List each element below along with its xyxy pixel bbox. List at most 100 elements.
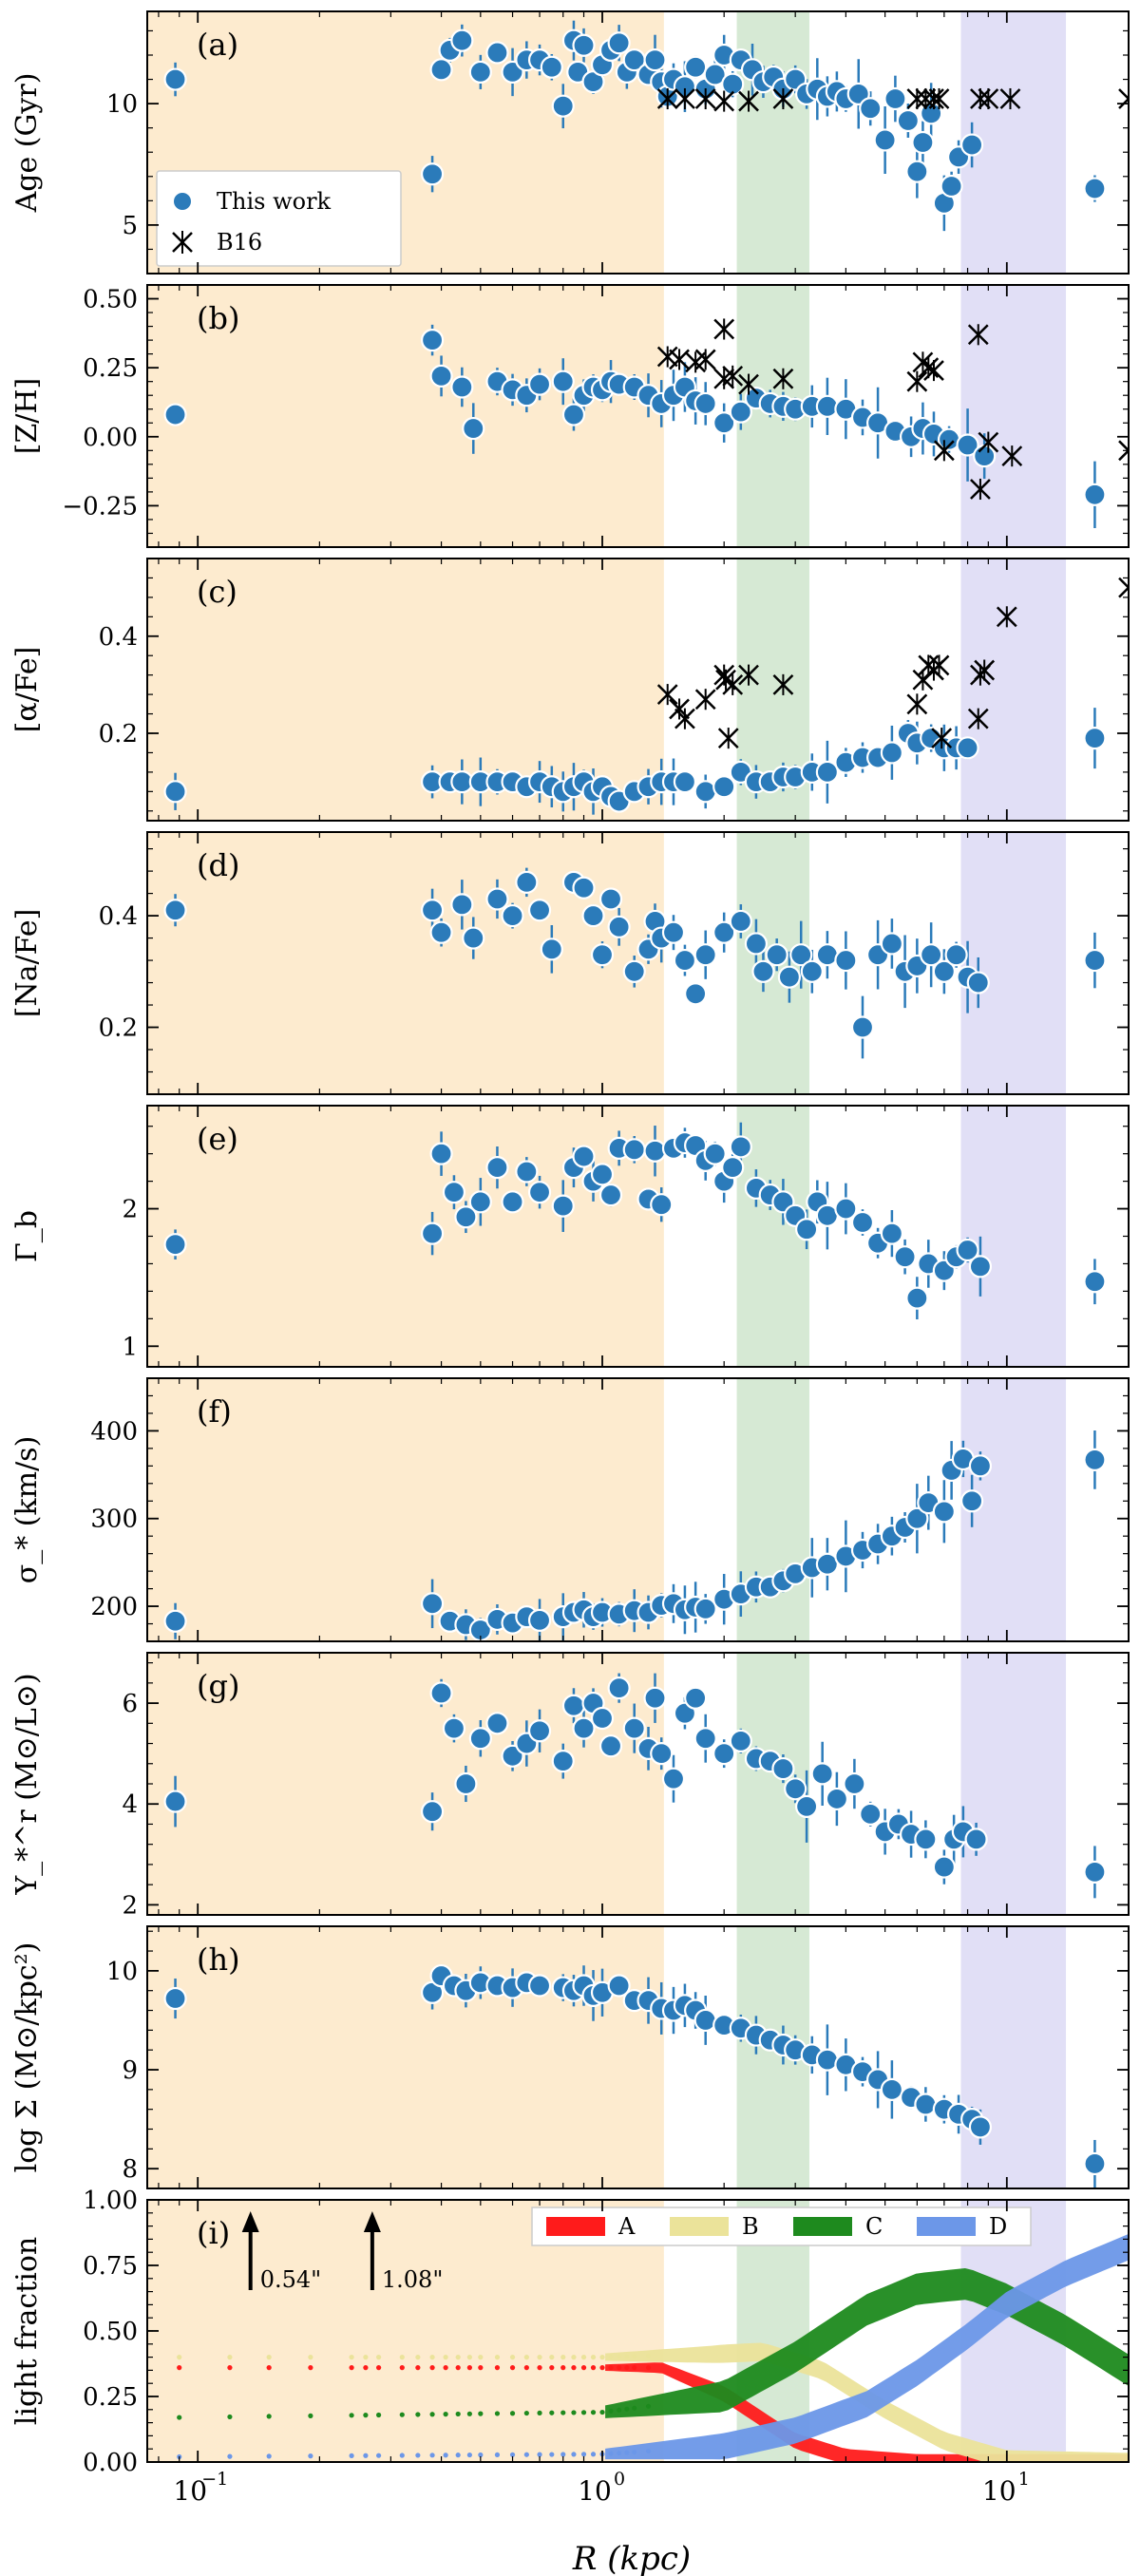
- component-A-dot: [455, 2365, 461, 2371]
- b16-marker: [713, 90, 735, 112]
- panel-i: 0.54" 1.08" A B C D 0.00 0.25 0.50 0.75 1.00 (i) lig…: [10, 2187, 1130, 2477]
- data-point: [968, 1454, 993, 1478]
- data-point: [721, 72, 745, 96]
- data-point: [684, 1686, 708, 1710]
- data-point: [643, 1139, 667, 1163]
- y-tick-label: 5: [122, 212, 138, 240]
- data-point: [572, 876, 596, 900]
- b16-cross: [656, 88, 678, 109]
- x-axis-label: R (kpc): [572, 2540, 691, 2576]
- data-point: [163, 1609, 187, 1633]
- panel-frame: [146, 831, 1130, 1095]
- b16-cross: [694, 349, 716, 370]
- data-point: [940, 174, 963, 199]
- data-point: [850, 1210, 875, 1235]
- panel-plot-area: [147, 1926, 1107, 2188]
- data-point: [932, 1500, 956, 1524]
- data-point: [880, 741, 903, 765]
- data-point: [729, 1729, 752, 1752]
- b16-marker: [928, 654, 950, 676]
- b16-marker: [967, 708, 989, 729]
- data-point: [540, 938, 563, 961]
- panel-letter: (g): [197, 1668, 239, 1704]
- y-axis-label: [Z/H]: [10, 378, 44, 455]
- y-tick-label: 0.4: [99, 623, 138, 652]
- panel-letter: (e): [197, 1121, 238, 1157]
- data-point: [607, 915, 631, 938]
- y-tick-label: 2: [122, 1891, 138, 1920]
- b16-marker: [772, 673, 794, 695]
- data-point: [729, 1135, 752, 1159]
- panel-h: 8 9 10 (h) log Σ (M⊙/kpc²): [10, 1925, 1130, 2189]
- data-point: [825, 1787, 848, 1811]
- b16-marker: [717, 728, 739, 749]
- panel-plot-area: [147, 832, 1107, 1094]
- data-point: [515, 870, 539, 894]
- data-point: [905, 1286, 929, 1310]
- component-B-dot: [349, 2355, 354, 2360]
- b16-cross: [674, 88, 695, 109]
- component-D-dot: [349, 2453, 354, 2458]
- b16-cross: [717, 728, 739, 748]
- panel-b: −0.25 0.00 0.25 0.50 (b) [Z/H]: [10, 284, 1130, 548]
- data-point: [429, 364, 453, 388]
- component-B-dot: [580, 2355, 587, 2360]
- component-C-dot: [523, 2410, 529, 2416]
- data-point: [1083, 727, 1107, 750]
- panel-c: 0.2 0.4 (c) [α/Fe]: [10, 558, 1130, 822]
- shaded-band: [147, 1378, 664, 1641]
- panel-plot-area: [147, 559, 1129, 821]
- data-point: [960, 1489, 984, 1513]
- data-point: [810, 1762, 834, 1786]
- b16-cross: [928, 88, 950, 109]
- data-point: [789, 943, 813, 967]
- panel-letter: (h): [197, 1941, 240, 1978]
- data-point: [643, 48, 667, 72]
- component-D-dot: [537, 2452, 542, 2457]
- data-point: [729, 909, 752, 934]
- data-point: [622, 1138, 646, 1162]
- component-A-dot: [227, 2365, 233, 2371]
- component-B-dot: [415, 2355, 421, 2360]
- component-C-dot: [494, 2411, 501, 2416]
- legend-swatch: [670, 2217, 729, 2236]
- panel-letter: (b): [197, 300, 239, 336]
- component-C-dot: [349, 2413, 354, 2418]
- y-tick-label: 6: [122, 1690, 138, 1718]
- b16-marker: [1118, 577, 1129, 598]
- component-D-dot: [308, 2453, 314, 2459]
- data-point: [834, 1197, 858, 1221]
- legend-swatch: [546, 2217, 605, 2236]
- component-B-dot: [549, 2355, 555, 2360]
- y-axis-label: Υ_*^r (M⊙/L⊙): [10, 1673, 44, 1895]
- data-point: [968, 1255, 993, 1279]
- b16-cross: [928, 654, 950, 676]
- component-A-dot: [599, 2365, 605, 2371]
- component-D-dot: [415, 2453, 421, 2458]
- b16-marker: [694, 689, 716, 710]
- data-point: [572, 1716, 596, 1740]
- b16-cross: [1118, 97, 1129, 109]
- component-A-dot: [523, 2365, 529, 2371]
- b16-cross: [978, 431, 999, 453]
- data-point: [462, 416, 485, 441]
- panel-letter: (d): [197, 847, 239, 883]
- panel-e: 1 2 (e) Γ_b: [10, 1105, 1130, 1368]
- data-point: [771, 1756, 795, 1781]
- data-point: [973, 445, 997, 468]
- data-point: [712, 775, 736, 799]
- y-tick-label: 1.00: [83, 2187, 138, 2215]
- b16-cross: [923, 88, 944, 109]
- data-point: [843, 1771, 866, 1796]
- component-C-dot: [363, 2413, 369, 2418]
- data-point: [777, 965, 802, 989]
- data-point: [960, 133, 984, 157]
- b16-marker: [656, 684, 678, 706]
- y-tick-label: 10: [106, 90, 138, 119]
- panel-plot-area: [147, 1653, 1107, 1915]
- data-point: [694, 1597, 717, 1620]
- data-point: [581, 903, 605, 928]
- shaded-band: [147, 1926, 664, 2188]
- data-point: [442, 1181, 466, 1204]
- component-A-dot: [376, 2365, 382, 2371]
